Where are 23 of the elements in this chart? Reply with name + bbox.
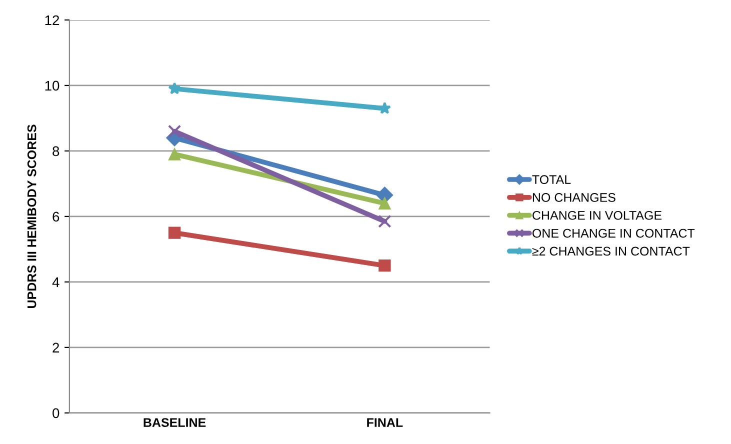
y-tick-label: 6 bbox=[52, 212, 60, 222]
y-tick-label: 0 bbox=[52, 408, 60, 418]
legend-label: TOTAL bbox=[532, 175, 571, 184]
legend-label: NO CHANGES bbox=[532, 193, 616, 202]
point bbox=[168, 148, 181, 160]
y-tick-label: 8 bbox=[52, 146, 60, 156]
legend-label: CHANGE IN VOLTAGE bbox=[532, 210, 662, 220]
y-tick-label: 4 bbox=[52, 277, 60, 287]
y-tick-label: 12 bbox=[45, 15, 60, 26]
point bbox=[378, 259, 391, 272]
point bbox=[168, 82, 181, 94]
legend-label: ONE CHANGE IN CONTACT bbox=[532, 228, 695, 238]
x-tick-label: FINAL bbox=[367, 418, 403, 427]
legend-label: ≥2 CHANGES IN CONTACT bbox=[532, 246, 690, 256]
point bbox=[168, 226, 181, 239]
point bbox=[378, 102, 392, 114]
point bbox=[168, 124, 182, 138]
y-axis-title: UPDRS III HEMIBODY SCORES bbox=[27, 124, 36, 308]
y-tick-label: 10 bbox=[45, 80, 60, 91]
point bbox=[378, 214, 392, 228]
y-tick-label: 2 bbox=[52, 342, 60, 352]
x-tick-label: BASELINE bbox=[144, 418, 206, 427]
point bbox=[378, 197, 391, 210]
